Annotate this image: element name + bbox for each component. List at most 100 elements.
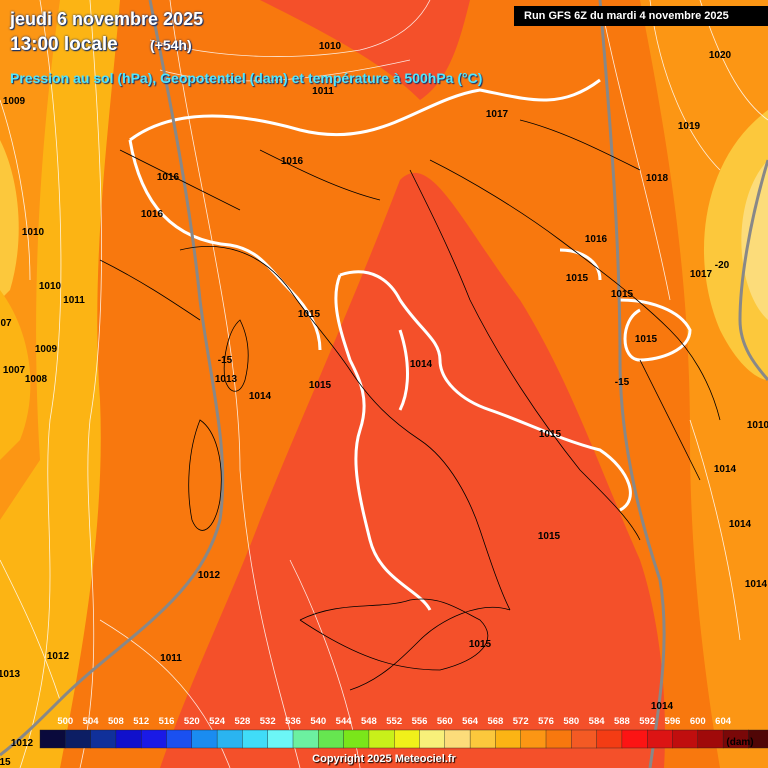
- isotherm-labels: -15 -15 -20: [218, 260, 730, 388]
- band-far-west-yellow: [0, 140, 19, 300]
- legend-swatch: [242, 729, 269, 749]
- legend-swatch: [469, 729, 496, 749]
- legend-tick-label: 600: [690, 716, 706, 727]
- isobar-label: 1009: [35, 344, 58, 355]
- legend-tick-label: 504: [83, 716, 100, 727]
- isobar-label: 1015: [566, 273, 589, 284]
- isobar-labels: 1010 1011 1017 1020 1019 1009 1016 1016 …: [0, 41, 768, 768]
- isobar-label: 1009: [3, 96, 26, 107]
- legend-tick-label: 532: [260, 716, 276, 727]
- legend-tick-label: 560: [437, 716, 453, 727]
- legend-swatch: [672, 729, 699, 749]
- band-far-west-gold: [0, 290, 31, 460]
- legend-tick-label: 572: [513, 716, 529, 727]
- legend-tick-label: 564: [462, 716, 479, 727]
- isobar-label: 1016: [585, 234, 608, 245]
- legend-swatch: [39, 729, 66, 749]
- isobar-label: 1015: [539, 429, 562, 440]
- legend-swatch: [90, 729, 117, 749]
- isobar-label: 1011: [160, 653, 182, 664]
- band-east-pale: [741, 160, 768, 320]
- isobar-label: 1014: [745, 579, 768, 590]
- legend-swatch: [267, 729, 294, 749]
- legend-tick-label: 512: [133, 716, 149, 727]
- band-north-red: [260, 0, 470, 100]
- legend-tick-label: 596: [665, 716, 681, 727]
- isobar-label: 1017: [486, 109, 509, 120]
- isobar-label: 1014: [729, 519, 752, 530]
- legend-swatch: [140, 729, 167, 749]
- isobar-label: 1014: [714, 464, 737, 475]
- legend-tick-label: 544: [336, 716, 353, 727]
- legend-tick-label: 580: [563, 716, 579, 727]
- legend-tick-label: 520: [184, 716, 200, 727]
- legend-swatch: [495, 729, 522, 749]
- legend-swatch: [166, 729, 193, 749]
- coastlines: [99, 119, 721, 691]
- legend-tick-label: 516: [159, 716, 175, 727]
- legend-unit: (dam): [726, 737, 753, 748]
- isobar-label: 1017: [690, 269, 713, 280]
- isobar-label: 1015: [309, 380, 332, 391]
- isobar-label: 1019: [678, 121, 701, 132]
- legend-swatch: [647, 729, 674, 749]
- isobar-label: 1014: [651, 701, 674, 712]
- legend-tick-label: 588: [614, 716, 630, 727]
- model-run-label: Run GFS 6Z du mardi 4 novembre 2025: [514, 6, 768, 26]
- legend-swatch: [115, 729, 142, 749]
- isobar-label: 1008: [25, 374, 48, 385]
- isobar-label: 1014: [249, 391, 272, 402]
- legend-swatch: [318, 729, 345, 749]
- legend-swatch: [419, 729, 446, 749]
- temperature-label: -15: [615, 377, 630, 388]
- legend-tick-label: 500: [57, 716, 73, 727]
- legend-tick-label: 584: [589, 716, 606, 727]
- legend-corner-value: 1012: [11, 738, 34, 749]
- map-subtitle: Pression au sol (hPa), Geopotentiel (dam…: [10, 70, 483, 86]
- forecast-lead-time: (+54h): [150, 37, 192, 53]
- legend-tick-label: 524: [209, 716, 226, 727]
- legend-swatch: [520, 729, 547, 749]
- legend-tick-label: 576: [538, 716, 554, 727]
- isobar-label: 07: [0, 318, 12, 329]
- isobar-label: 15: [0, 757, 11, 768]
- isobar-label: 1010: [39, 281, 62, 292]
- legend-tick-label: 556: [412, 716, 428, 727]
- isobar-label: 1010: [319, 41, 342, 52]
- legend-swatch: [292, 729, 319, 749]
- isobar-label: 1015: [469, 639, 492, 650]
- legend-swatch: [65, 729, 92, 749]
- legend-swatch: [368, 729, 395, 749]
- legend-swatch: [394, 729, 421, 749]
- legend-swatch: [343, 729, 370, 749]
- isobar-label: 1013: [215, 374, 238, 385]
- legend-swatch: [621, 729, 648, 749]
- legend-tick-label: 536: [285, 716, 301, 727]
- legend-swatch: [216, 729, 243, 749]
- legend-tick-label: 528: [234, 716, 250, 727]
- isobar-label: 1013: [0, 669, 21, 680]
- isobar-label: 1016: [281, 156, 304, 167]
- isobar-label: 1010: [747, 420, 768, 431]
- legend-tick-label: 604: [715, 716, 732, 727]
- legend-swatch: [748, 729, 768, 749]
- legend-tick-label: 548: [361, 716, 377, 727]
- legend-swatch: [444, 729, 471, 749]
- isobar-label: 1015: [635, 334, 658, 345]
- isobar-label: 1010: [22, 227, 45, 238]
- isobar-1015-bold: [128, 78, 692, 611]
- legend-swatch: [191, 729, 218, 749]
- isobar-label: 1016: [141, 209, 164, 220]
- copyright: Copyright 2025 Meteociel.fr: [312, 753, 456, 765]
- band-central-red: [160, 173, 665, 768]
- legend-swatch: [596, 729, 623, 749]
- isobar-label: 1015: [611, 289, 634, 300]
- isobar-label: 1014: [410, 359, 433, 370]
- legend-swatch: [697, 729, 724, 749]
- isobar-label: 1015: [538, 531, 561, 542]
- isobar-label: 1020: [709, 50, 732, 61]
- isobar-label: 1018: [646, 173, 669, 184]
- forecast-date: jeudi 6 novembre 2025: [10, 9, 204, 29]
